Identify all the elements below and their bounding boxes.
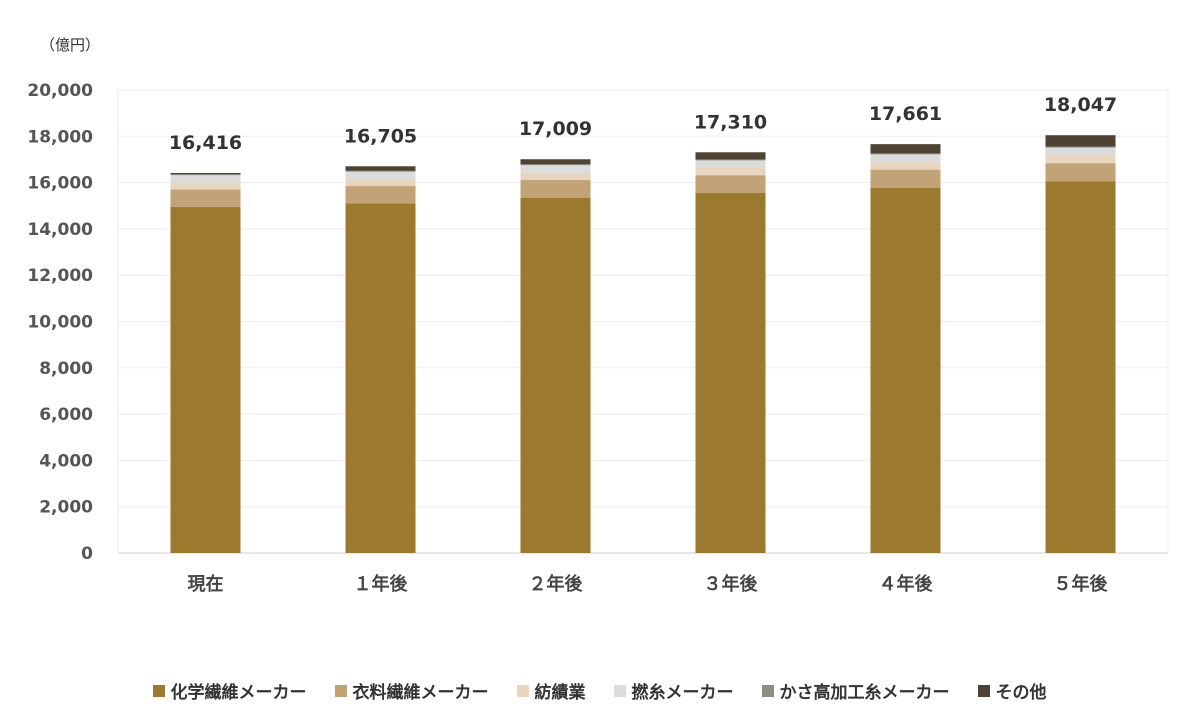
total-label: 17,009 — [519, 118, 592, 140]
bar-segment — [170, 175, 241, 183]
bar-segment — [870, 154, 941, 163]
x-tick-label: 現在 — [188, 573, 224, 595]
bar-segment — [345, 171, 416, 180]
y-tick-label: 10,000 — [27, 313, 93, 333]
gridlines — [117, 89, 1169, 554]
y-tick-label: 4,000 — [39, 451, 93, 471]
y-tick-label: 18,000 — [27, 127, 93, 147]
y-tick-label: 0 — [81, 544, 93, 564]
bar-segment — [170, 206, 241, 553]
bar-segment — [1045, 155, 1116, 164]
bar-segment — [520, 172, 591, 181]
x-tick-label: ４年後 — [879, 573, 934, 595]
y-axis: 0 2,000 4,000 6,000 8,000 10,000 12,000 14,000 1… — [27, 81, 93, 564]
total-label: 17,661 — [869, 103, 942, 125]
bar-segment — [1045, 163, 1116, 182]
legend-item: その他 — [977, 678, 1047, 703]
legend-swatch — [152, 684, 165, 697]
bars — [170, 135, 1116, 553]
bar-segment — [870, 162, 941, 170]
x-tick-label: ３年後 — [704, 573, 759, 595]
y-tick-label: 8,000 — [39, 359, 93, 379]
bar-segment — [1045, 135, 1116, 147]
bar-segment — [520, 164, 591, 166]
bar-segment — [695, 160, 766, 169]
bar-segment — [170, 189, 241, 207]
total-label: 16,416 — [169, 132, 242, 154]
legend-swatch — [334, 684, 347, 697]
legend-item: 紡績業 — [516, 678, 586, 703]
bar-segment — [1045, 146, 1116, 148]
legend-swatch — [516, 684, 529, 697]
bar-segment — [345, 179, 416, 187]
bar-segment — [695, 175, 766, 194]
x-tick-label: ２年後 — [529, 573, 584, 595]
bar-segment — [345, 203, 416, 553]
x-tick-label: ５年後 — [1054, 573, 1109, 595]
bar-segment — [345, 166, 416, 171]
total-label: 16,705 — [344, 125, 417, 147]
total-label: 17,310 — [694, 111, 767, 133]
bar-segment — [520, 180, 591, 198]
bar-segment — [520, 197, 591, 553]
legend-label: 化学繊維メーカー — [170, 683, 307, 703]
bar-segment — [170, 182, 241, 190]
bar-segment — [870, 144, 941, 154]
y-tick-label: 14,000 — [27, 220, 93, 240]
legend-swatch — [977, 684, 990, 697]
bar-segment — [695, 168, 766, 176]
y-tick-label: 2,000 — [39, 498, 93, 518]
bar-segment — [870, 187, 941, 553]
bar-segment — [870, 153, 941, 155]
unit-label: （億円） — [40, 36, 101, 54]
bar-segment — [695, 159, 766, 161]
total-label: 18,047 — [1044, 94, 1117, 116]
y-tick-label: 20,000 — [27, 81, 93, 101]
bar-segment — [170, 172, 241, 175]
legend-item: 撚糸メーカー — [613, 678, 734, 703]
bar-segment — [345, 186, 416, 204]
legend-label: 撚糸メーカー — [631, 683, 734, 703]
legend-label: 紡績業 — [534, 683, 586, 703]
legend-item: 衣料繊維メーカー — [334, 678, 489, 703]
y-tick-label: 6,000 — [39, 405, 93, 425]
legend-label: かさ高加工糸メーカー — [779, 683, 950, 703]
legend-swatch — [761, 684, 774, 697]
legend-item: かさ高加工糸メーカー — [761, 678, 950, 703]
bar-segment — [870, 169, 941, 188]
legend-label: 衣料繊維メーカー — [352, 683, 489, 703]
bar-segment — [170, 174, 241, 176]
legend-swatch — [613, 684, 626, 697]
y-tick-label: 12,000 — [27, 266, 93, 286]
bar-segment — [1045, 147, 1116, 156]
bar-segment — [1045, 181, 1116, 553]
x-axis: 現在 １年後 ２年後 ３年後 ４年後 ５年後 — [188, 573, 1109, 595]
y-tick-label: 16,000 — [27, 174, 93, 194]
bar-segment — [520, 165, 591, 173]
legend-label: その他 — [995, 683, 1047, 703]
bar-segment — [695, 152, 766, 160]
total-labels: 16,416 16,705 17,009 17,310 17,661 18,047 — [169, 94, 1117, 154]
stacked-bar-chart: 0 2,000 4,000 6,000 8,000 10,000 12,000 14,000 1… — [27, 81, 1169, 595]
legend: 化学繊維メーカー 衣料繊維メーカー 紡績業 撚糸メーカー かさ高加工糸メーカー その他 — [0, 678, 1199, 703]
bar-segment — [520, 159, 591, 165]
legend-item: 化学繊維メーカー — [152, 678, 307, 703]
bar-segment — [345, 170, 416, 172]
bar-segment — [695, 193, 766, 553]
x-tick-label: １年後 — [354, 573, 409, 595]
